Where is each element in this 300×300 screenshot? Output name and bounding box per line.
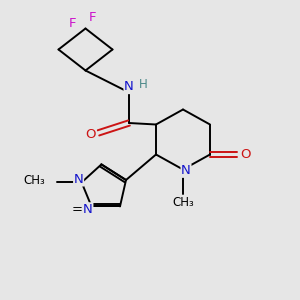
Text: O: O: [86, 128, 96, 141]
Text: N: N: [124, 80, 134, 94]
Text: O: O: [240, 148, 251, 161]
Text: H: H: [139, 77, 148, 91]
Text: N: N: [181, 164, 191, 177]
Text: F: F: [69, 16, 77, 30]
Text: =: =: [72, 203, 83, 216]
Text: CH₃: CH₃: [173, 196, 194, 209]
Text: N: N: [83, 203, 93, 216]
Text: N: N: [74, 173, 83, 186]
Text: F: F: [88, 11, 96, 24]
Text: CH₃: CH₃: [24, 174, 46, 188]
